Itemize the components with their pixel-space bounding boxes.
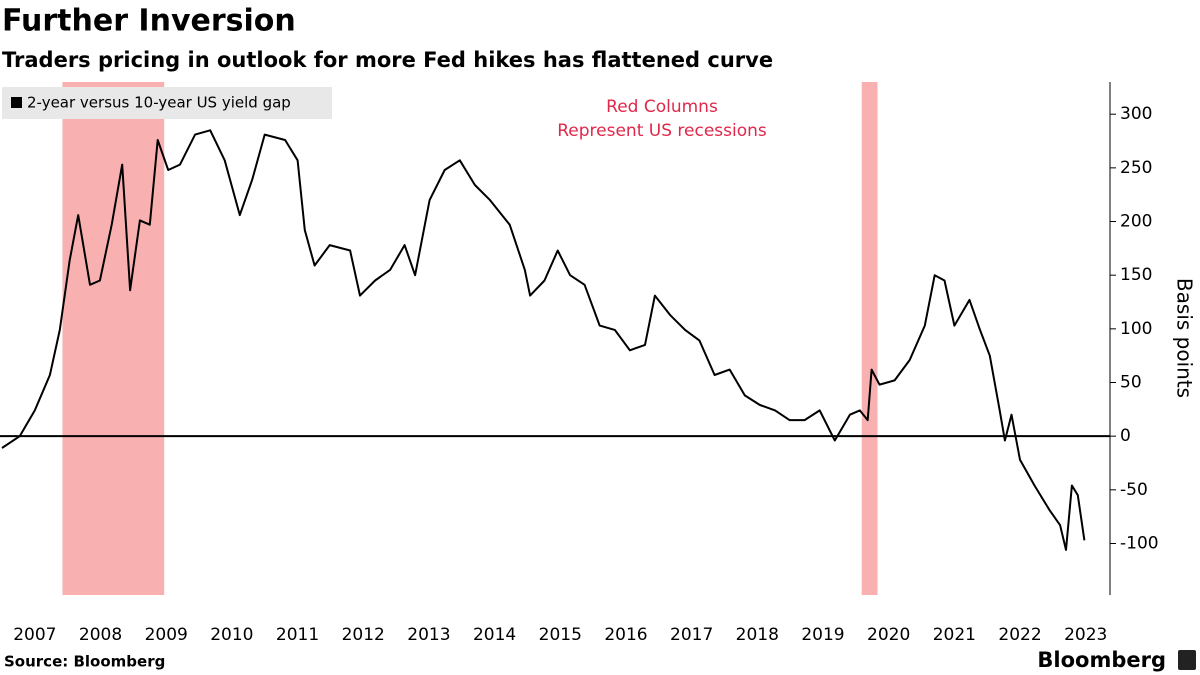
x-tick-label: 2010 (210, 625, 253, 645)
x-tick-label: 2020 (867, 625, 910, 645)
chart-subtitle: Traders pricing in outlook for more Fed … (2, 48, 773, 72)
x-tick-label: 2009 (145, 625, 188, 645)
x-tick-label: 2017 (670, 625, 713, 645)
y-tick-label: 50 (1120, 373, 1142, 393)
recession-layer (62, 82, 878, 595)
x-tick-label: 2022 (998, 625, 1041, 645)
x-tick-label: 2018 (736, 625, 779, 645)
y-tick-label: -50 (1120, 480, 1148, 500)
data-line (1, 129, 1086, 551)
y-tick-label: 300 (1120, 104, 1152, 124)
x-tick-label: 2007 (13, 625, 56, 645)
x-tick-label: 2015 (539, 625, 582, 645)
brand: Bloomberg (1037, 648, 1166, 672)
x-tick-label: 2019 (801, 625, 844, 645)
y-tick-label: 0 (1120, 426, 1131, 446)
recession-band (62, 82, 165, 595)
x-tick-label: 2016 (604, 625, 647, 645)
legend-swatch (11, 97, 22, 108)
x-tick-label: 2011 (276, 625, 319, 645)
brand-icon (1178, 650, 1196, 670)
x-tick-label: 2008 (79, 625, 122, 645)
x-tick-label: 2023 (1064, 625, 1107, 645)
legend-box (2, 87, 332, 119)
x-tick-label: 2012 (342, 625, 385, 645)
source: Source: Bloomberg (4, 653, 165, 671)
legend-label: 2-year versus 10-year US yield gap (27, 94, 291, 112)
y-tick-label: 100 (1120, 319, 1152, 339)
y-tick-label: -100 (1120, 533, 1159, 553)
x-tick-label: 2014 (473, 625, 516, 645)
y-tick-label: 250 (1120, 158, 1152, 178)
x-tick-label: 2013 (407, 625, 450, 645)
chart-title: Further Inversion (2, 4, 296, 39)
y-tick-label: 200 (1120, 212, 1152, 232)
y-axis-label: Basis points (1173, 278, 1197, 398)
y-tick-label: 150 (1120, 265, 1152, 285)
x-tick-label: 2021 (933, 625, 976, 645)
annotation: Red Columns (606, 97, 718, 117)
recession-band (861, 82, 878, 595)
annotation: Represent US recessions (557, 121, 767, 141)
